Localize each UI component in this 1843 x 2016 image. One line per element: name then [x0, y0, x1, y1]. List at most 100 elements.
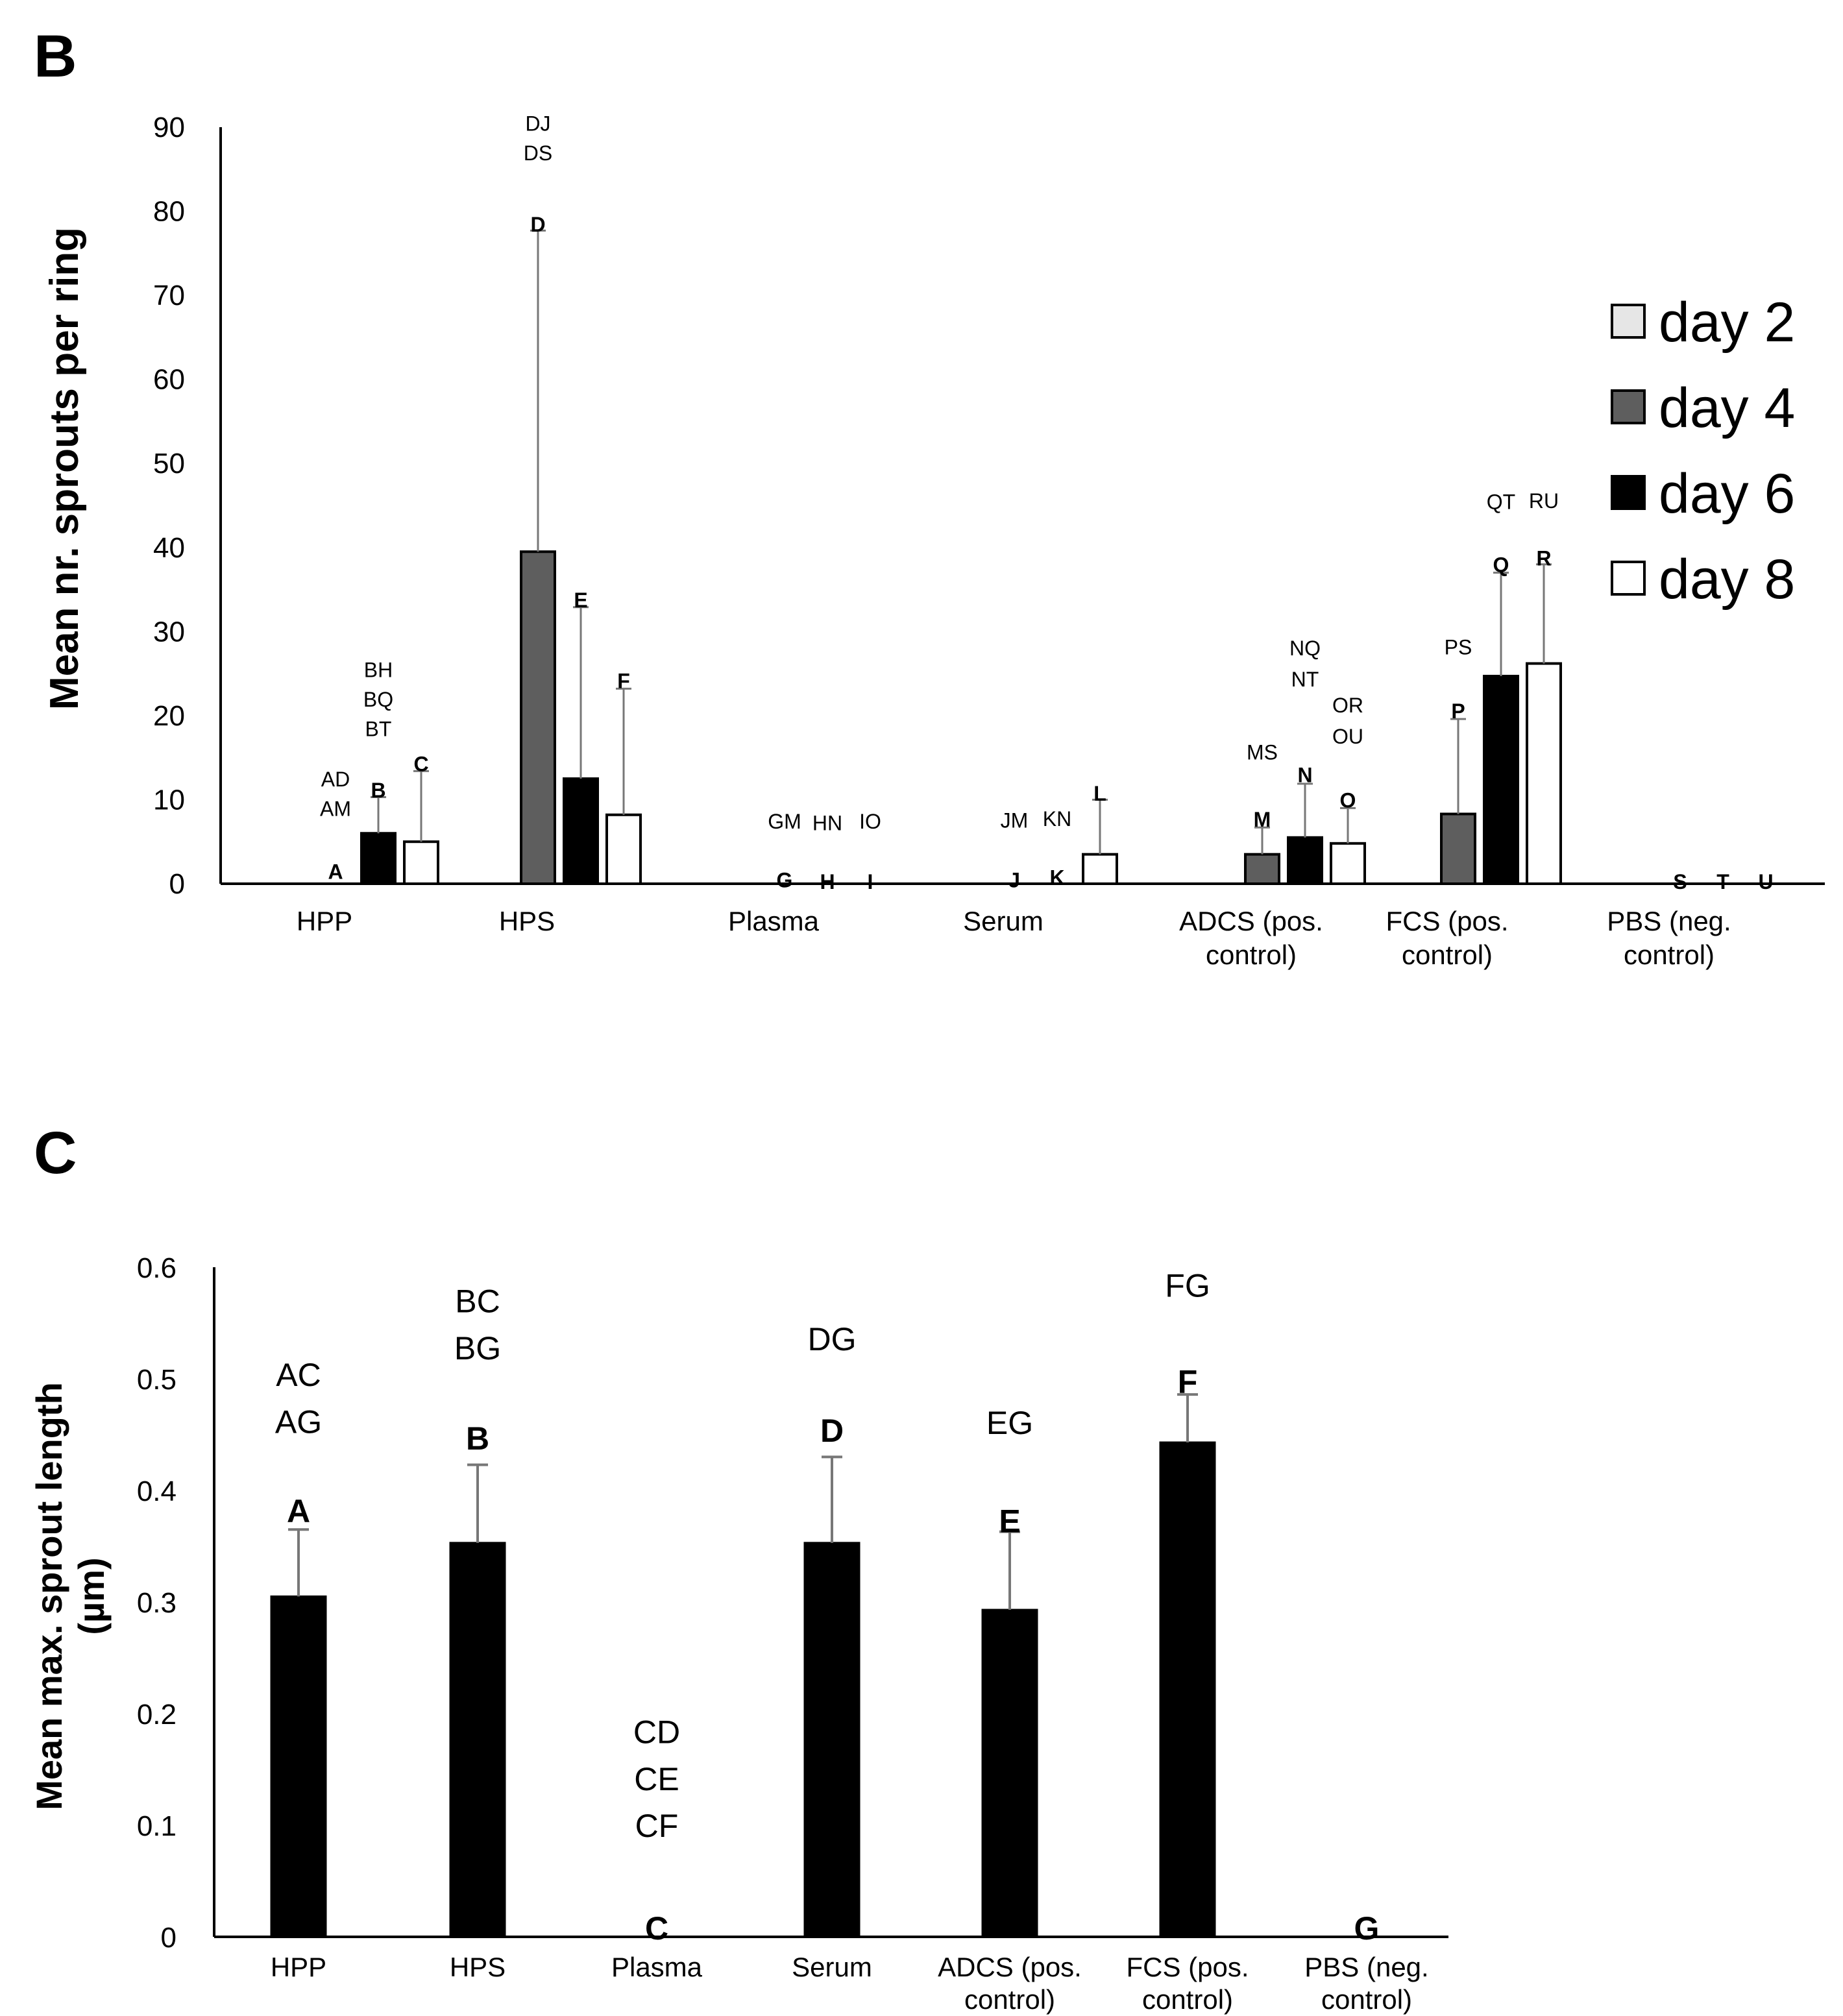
significance-label: Q	[1493, 553, 1509, 577]
bar-day6-cat4	[1287, 836, 1323, 885]
significance-label: O	[1340, 788, 1356, 812]
significance-label: BH	[364, 659, 393, 682]
significance-label: G	[777, 869, 793, 892]
panel-c-chart: C 0 0.1 0.2 0.3 0.4 0.5 0.6 A AG AC B BG BC C CF CE CD D…	[29, 1120, 1448, 2015]
y-tick-label: 60	[153, 364, 185, 396]
bar-cat3	[803, 1542, 860, 1938]
significance-label: H	[820, 870, 835, 893]
legend-label: day 4	[1659, 377, 1795, 439]
significance-label: DJ	[525, 112, 550, 136]
bar-day4-cat4	[1244, 853, 1280, 885]
y-tick-label: 0.5	[137, 1364, 177, 1396]
significance-label: U	[1758, 870, 1773, 893]
category-label-line2: control)	[1402, 940, 1493, 970]
significance-label: F	[1178, 1363, 1198, 1400]
significance-label: L	[1093, 782, 1106, 805]
significance-label: HN	[812, 811, 842, 834]
panel-c-category-labels: HPP HPS Plasma Serum ADCS (pos.control)FCS (…	[271, 1952, 1429, 2015]
significance-label: NQ	[1289, 637, 1321, 660]
category-label: PBS (neg.	[1304, 1952, 1428, 1982]
panel-b-y-ticks: 0 10 20 30 40 50 60 70 80 90	[153, 112, 185, 900]
y-tick-label: 80	[153, 196, 185, 228]
significance-label: C	[413, 753, 428, 776]
panel-c-annotations: A AG AC B BG BC C CF CE CD D DG E EG F FG G	[275, 1268, 1380, 1947]
significance-label: CF	[635, 1808, 679, 1844]
category-label-line2: control)	[1321, 1984, 1412, 2015]
significance-label: AC	[276, 1357, 321, 1393]
significance-label: GM	[768, 810, 801, 833]
y-tick-label: 50	[153, 448, 185, 480]
significance-label: K	[1049, 866, 1064, 890]
category-label-line2: control)	[1142, 1984, 1233, 2015]
bar-day6-cat5	[1483, 674, 1519, 886]
category-label: HPP	[271, 1952, 326, 1982]
bar-day8-cat0	[403, 840, 439, 885]
significance-label: MS	[1247, 741, 1278, 764]
y-tick-label: 90	[153, 112, 185, 143]
category-label: HPS	[499, 906, 555, 936]
significance-label: N	[1297, 764, 1312, 787]
significance-label: BT	[365, 717, 392, 740]
significance-label: IO	[859, 810, 881, 833]
significance-label: PS	[1445, 636, 1472, 659]
panel-b-y-axis-label: Mean nr. sprouts per ring	[42, 227, 87, 710]
category-label: HPS	[450, 1952, 506, 1982]
significance-label: DS	[524, 141, 552, 165]
significance-label: OR	[1332, 694, 1363, 717]
significance-label: JM	[1001, 809, 1029, 832]
significance-label: R	[1536, 546, 1551, 570]
panel-c-y-ticks: 0 0.1 0.2 0.3 0.4 0.5 0.6	[137, 1252, 177, 1954]
y-tick-label: 40	[153, 532, 185, 564]
category-label-line2: control)	[1206, 940, 1297, 970]
category-label: Serum	[792, 1952, 872, 1982]
y-tick-label: 30	[153, 616, 185, 648]
significance-label: S	[1673, 870, 1687, 893]
significance-label: CE	[634, 1761, 679, 1797]
significance-label: CD	[633, 1714, 680, 1751]
significance-label: RU	[1529, 489, 1559, 513]
panel-c-y-axis-label-line1: Mean max. sprout length	[29, 1382, 69, 1810]
legend-swatch-day2	[1611, 304, 1646, 339]
y-tick-label: 0.2	[137, 1699, 177, 1731]
significance-label: I	[868, 870, 873, 893]
category-label: ADCS (pos.	[938, 1952, 1082, 1982]
y-tick-label: 70	[153, 280, 185, 311]
panel-b-chart: B 0 10 20 30 40 50 60 70 80 90 A AM AD B BT BQ BH C D DS DJ…	[34, 23, 1825, 970]
significance-label: DG	[808, 1321, 857, 1357]
panel-c-label: C	[34, 1120, 77, 1186]
bar-cat1	[449, 1542, 506, 1938]
category-label: FCS (pos.	[1126, 1952, 1249, 1982]
significance-label: P	[1451, 699, 1465, 723]
bar-day6-cat1	[563, 777, 599, 885]
bar-day8-cat5	[1526, 662, 1562, 885]
significance-label: BG	[454, 1330, 501, 1366]
y-tick-label: 10	[153, 784, 185, 816]
category-label-line2: control)	[964, 1984, 1055, 2015]
category-label: ADCS (pos.	[1179, 906, 1323, 936]
significance-label: AD	[321, 768, 350, 791]
significance-label: E	[999, 1503, 1020, 1539]
bar-day8-cat3	[1082, 853, 1118, 885]
category-label: HPP	[297, 906, 352, 936]
legend-swatch-day4	[1611, 389, 1646, 424]
significance-label: D	[820, 1413, 844, 1449]
significance-label: BC	[455, 1283, 500, 1320]
significance-label: M	[1254, 808, 1271, 831]
significance-label: EG	[986, 1405, 1033, 1441]
significance-label: A	[328, 860, 343, 884]
significance-label: F	[617, 669, 630, 692]
y-tick-label: 20	[153, 700, 185, 732]
category-label: PBS (neg.	[1607, 906, 1731, 936]
significance-label: D	[530, 213, 545, 236]
panel-b-annotations: A AM AD B BT BQ BH C D DS DJ E F G GM H HN I IO J JM K KN L M MS N…	[320, 112, 1774, 894]
legend-swatch-day8	[1611, 561, 1646, 596]
y-tick-label: 0.1	[137, 1810, 177, 1842]
panel-b-error-bars	[371, 229, 1552, 855]
significance-label: B	[466, 1420, 489, 1457]
panel-c-error-bars	[288, 1393, 1198, 1610]
y-tick-label: 0	[169, 868, 185, 900]
significance-label: NT	[1291, 668, 1319, 691]
significance-label: A	[287, 1493, 310, 1529]
panel-b-category-labels: HPP HPS Plasma Serum ADCS (pos. control) FCS (…	[297, 906, 1731, 970]
